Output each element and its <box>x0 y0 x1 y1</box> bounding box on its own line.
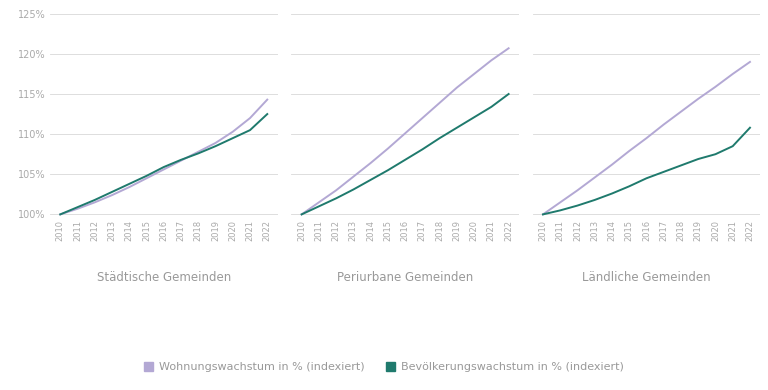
X-axis label: Städtische Gemeinden: Städtische Gemeinden <box>97 271 231 284</box>
X-axis label: Periurbane Gemeinden: Periurbane Gemeinden <box>337 271 473 284</box>
Legend: Wohnungswachstum in % (indexiert), Bevölkerungswachstum in % (indexiert): Wohnungswachstum in % (indexiert), Bevöl… <box>140 358 628 377</box>
X-axis label: Ländliche Gemeinden: Ländliche Gemeinden <box>582 271 711 284</box>
